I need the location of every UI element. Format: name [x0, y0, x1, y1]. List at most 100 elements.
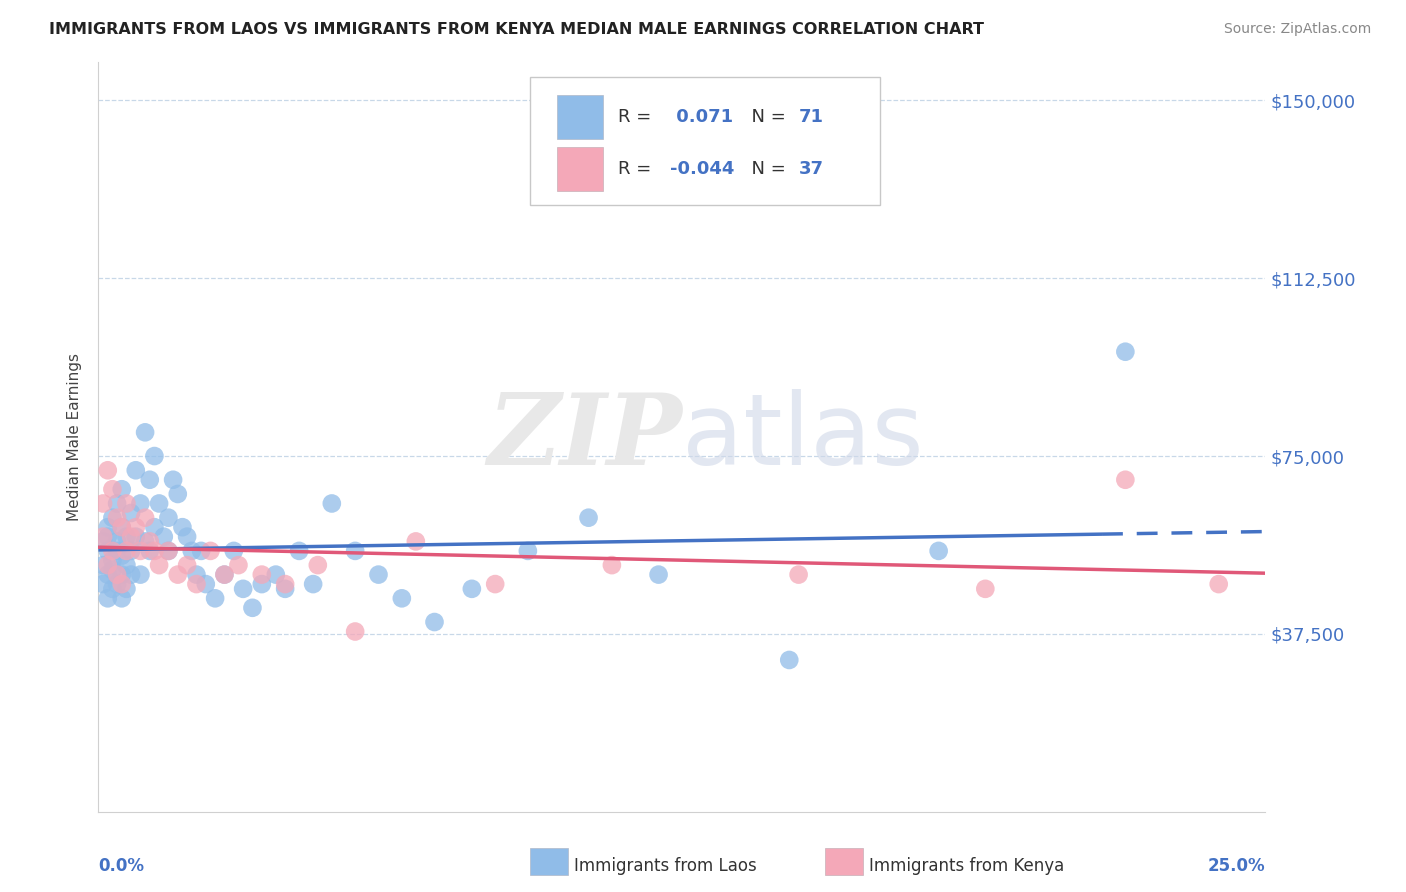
Text: Immigrants from Laos: Immigrants from Laos	[574, 857, 756, 875]
Point	[214, 567, 236, 582]
Point	[228, 558, 250, 573]
Point	[157, 510, 180, 524]
Point	[344, 544, 367, 558]
Point	[91, 496, 114, 510]
Point	[125, 463, 148, 477]
Point	[647, 567, 669, 582]
Point	[307, 558, 329, 573]
Text: 71: 71	[799, 108, 824, 126]
Point	[111, 567, 134, 582]
Point	[97, 463, 120, 477]
Point	[129, 496, 152, 510]
Text: R =: R =	[617, 108, 657, 126]
Point	[321, 496, 343, 510]
Point	[288, 544, 311, 558]
Point	[120, 567, 142, 582]
Point	[143, 544, 166, 558]
Point	[204, 591, 226, 606]
Point	[172, 520, 194, 534]
Point	[461, 582, 484, 596]
Point	[97, 520, 120, 534]
Point	[139, 544, 162, 558]
Point	[120, 530, 142, 544]
Point	[974, 582, 997, 596]
Y-axis label: Median Male Earnings: Median Male Earnings	[67, 353, 83, 521]
Point	[115, 496, 138, 510]
Point	[148, 558, 170, 573]
Point	[120, 544, 142, 558]
Text: N =: N =	[741, 108, 792, 126]
Text: Immigrants from Kenya: Immigrants from Kenya	[869, 857, 1064, 875]
Point	[176, 530, 198, 544]
Point	[101, 544, 124, 558]
Point	[91, 530, 114, 544]
Point	[91, 577, 114, 591]
Text: IMMIGRANTS FROM LAOS VS IMMIGRANTS FROM KENYA MEDIAN MALE EARNINGS CORRELATION C: IMMIGRANTS FROM LAOS VS IMMIGRANTS FROM …	[49, 22, 984, 37]
Point	[105, 577, 128, 591]
Point	[97, 567, 120, 582]
Point	[242, 600, 264, 615]
Text: -0.044: -0.044	[671, 161, 734, 178]
Point	[176, 558, 198, 573]
Point	[134, 510, 156, 524]
Point	[578, 510, 600, 524]
Point	[367, 567, 389, 582]
Point	[928, 544, 950, 558]
Point	[1208, 577, 1230, 591]
Point	[232, 582, 254, 596]
Point	[101, 482, 124, 496]
Point	[115, 530, 138, 544]
Point	[105, 496, 128, 510]
Text: 37: 37	[799, 161, 824, 178]
Point	[194, 577, 217, 591]
Point	[264, 567, 287, 582]
Point	[143, 520, 166, 534]
Point	[97, 558, 120, 573]
Text: 0.071: 0.071	[671, 108, 734, 126]
Point	[115, 582, 138, 596]
Point	[484, 577, 506, 591]
Point	[101, 553, 124, 567]
Point	[516, 544, 538, 558]
Point	[391, 591, 413, 606]
Point	[200, 544, 222, 558]
Point	[190, 544, 212, 558]
Text: ZIP: ZIP	[486, 389, 682, 485]
Point	[91, 534, 114, 549]
Point	[274, 582, 297, 596]
Point	[115, 558, 138, 573]
Point	[157, 544, 180, 558]
Point	[111, 520, 134, 534]
Point	[111, 577, 134, 591]
Text: R =: R =	[617, 161, 657, 178]
Point	[101, 510, 124, 524]
Point	[186, 577, 208, 591]
Point	[152, 530, 174, 544]
Point	[129, 544, 152, 558]
Point	[129, 567, 152, 582]
Point	[125, 530, 148, 544]
FancyBboxPatch shape	[557, 147, 603, 191]
Point	[105, 567, 128, 582]
Point	[344, 624, 367, 639]
Text: atlas: atlas	[682, 389, 924, 485]
Point	[787, 567, 810, 582]
Point	[143, 449, 166, 463]
Point	[139, 473, 162, 487]
Text: N =: N =	[741, 161, 792, 178]
Point	[423, 615, 446, 629]
Point	[166, 567, 188, 582]
FancyBboxPatch shape	[530, 78, 880, 205]
Text: 25.0%: 25.0%	[1208, 856, 1265, 875]
FancyBboxPatch shape	[557, 95, 603, 139]
Point	[157, 544, 180, 558]
Point	[97, 544, 120, 558]
Point	[111, 591, 134, 606]
Point	[105, 544, 128, 558]
Point	[111, 549, 134, 563]
Point	[148, 496, 170, 510]
Point	[405, 534, 427, 549]
Text: Source: ZipAtlas.com: Source: ZipAtlas.com	[1223, 22, 1371, 37]
Point	[105, 534, 128, 549]
Point	[134, 425, 156, 440]
